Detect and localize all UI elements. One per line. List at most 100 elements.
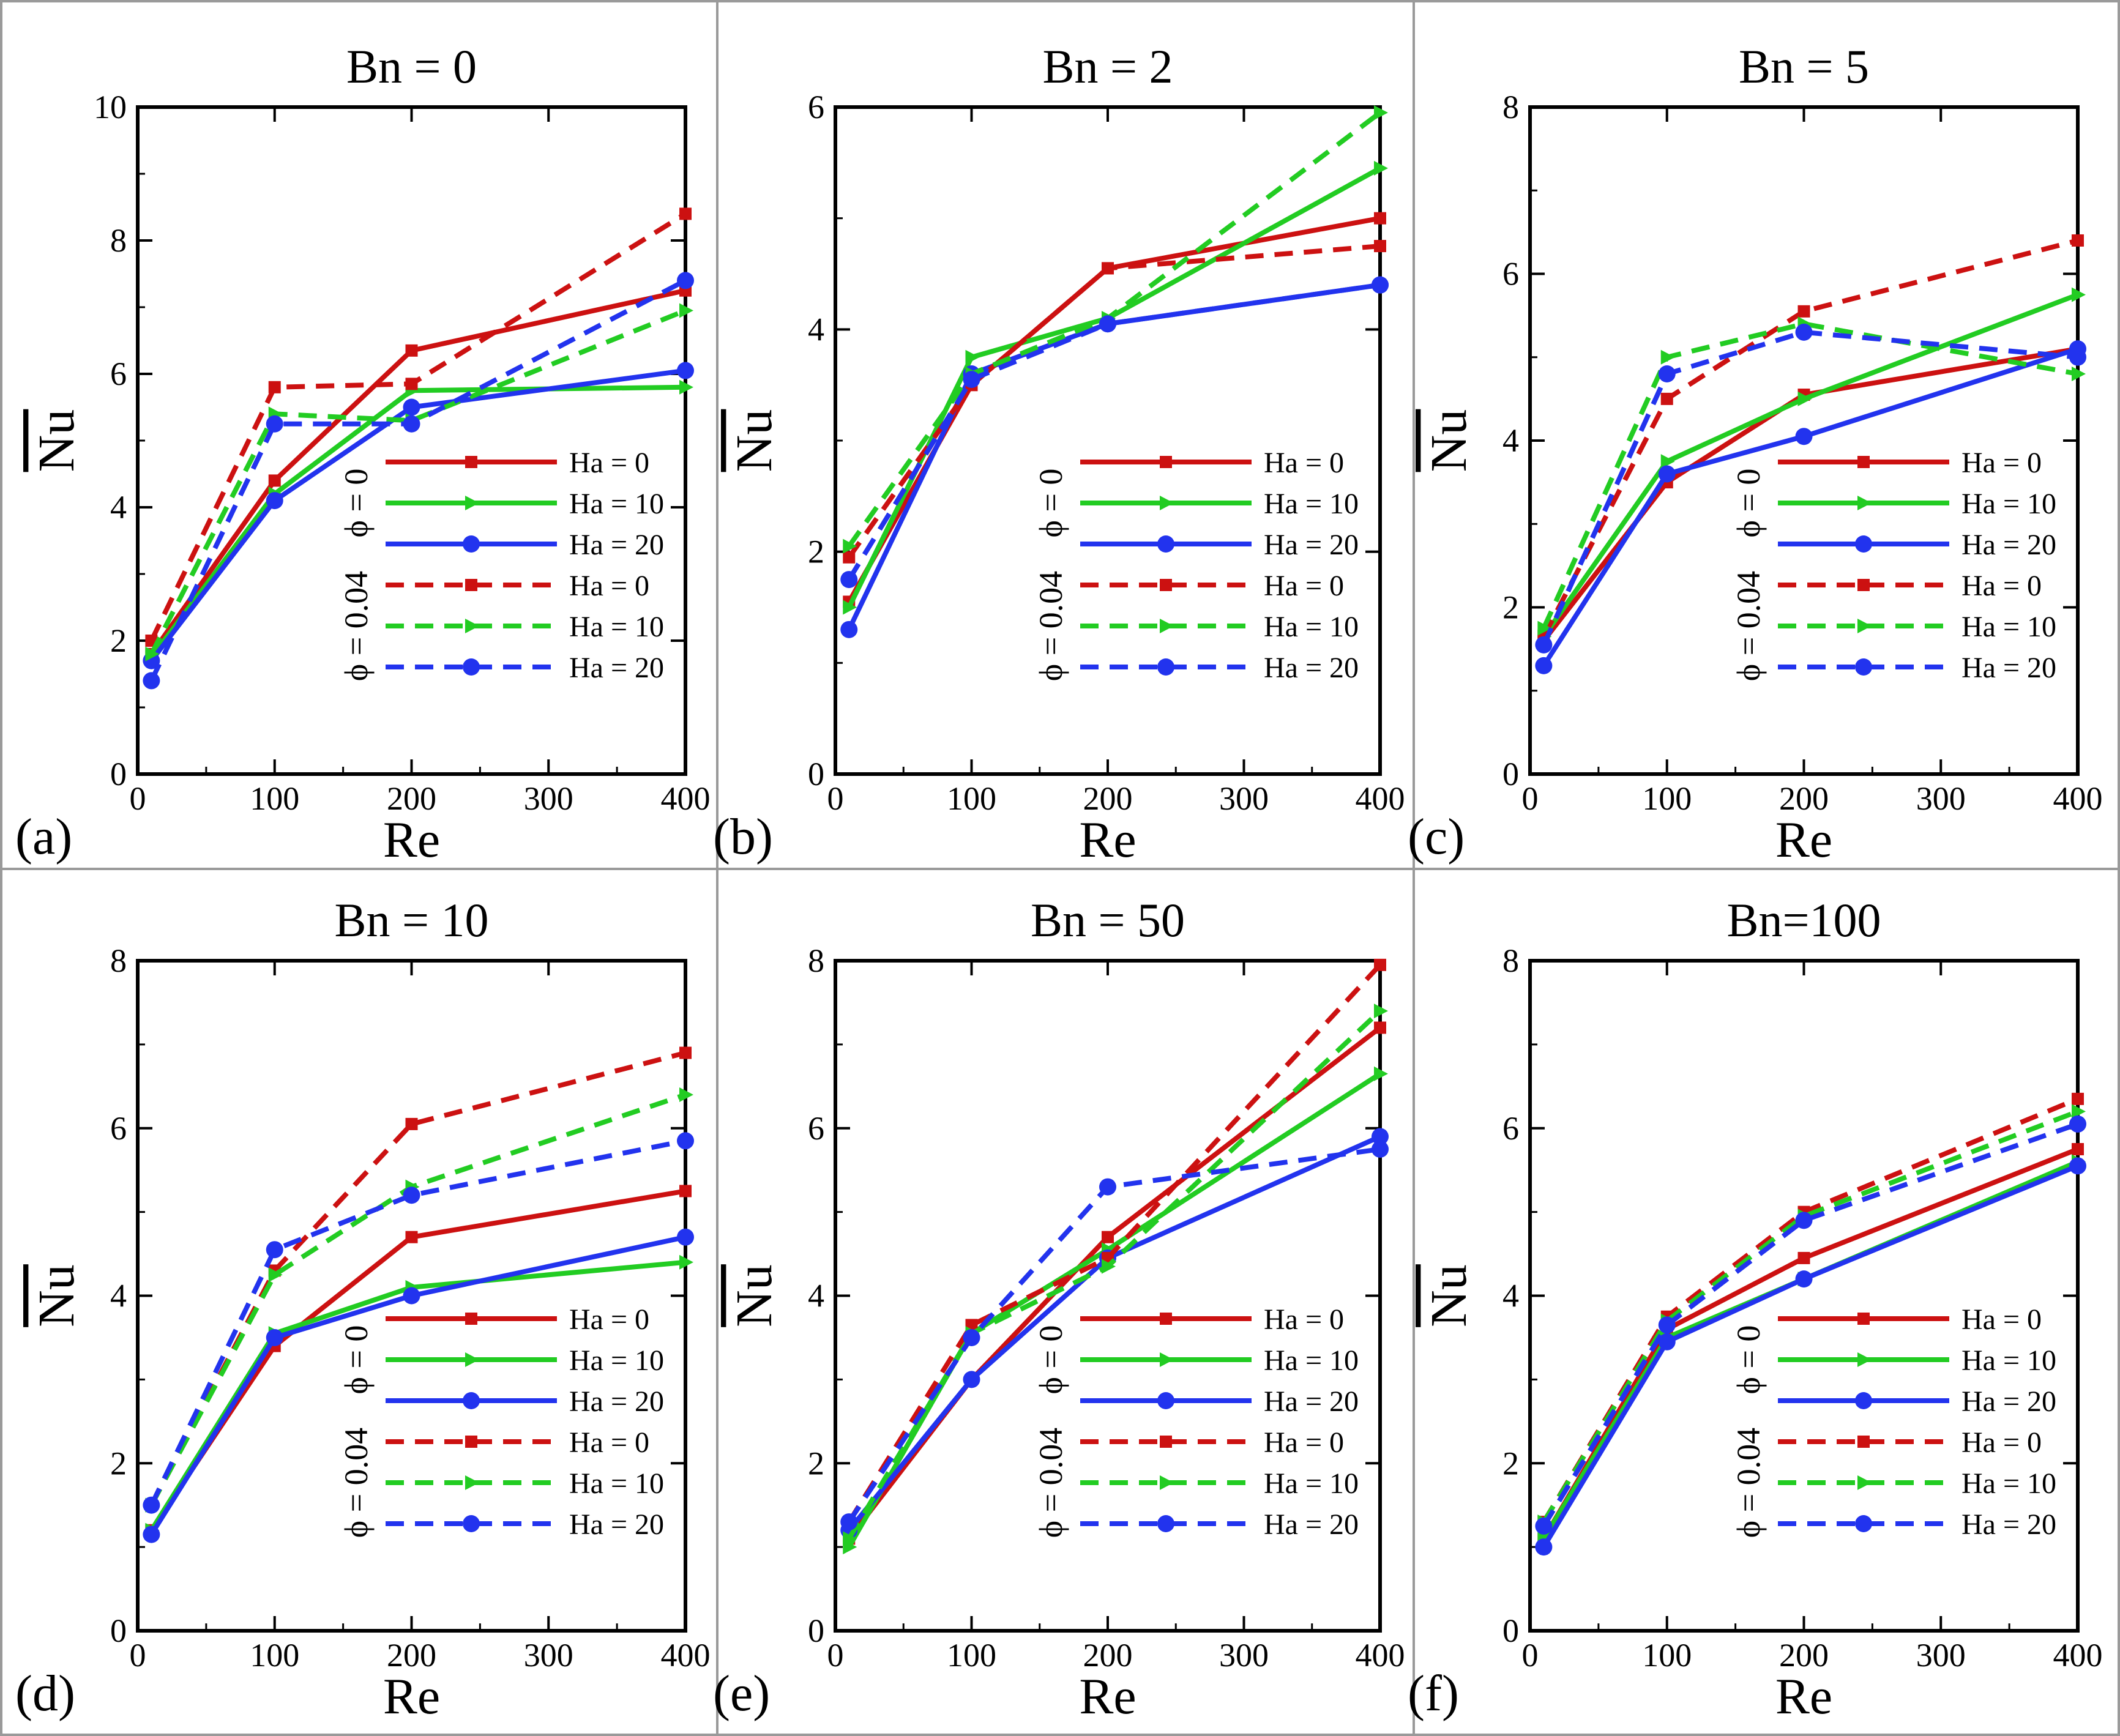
- legend-marker: [463, 535, 480, 553]
- legend-marker: [1857, 579, 1870, 591]
- y-tick-label: 0: [110, 1612, 127, 1649]
- series-line: [1541, 321, 2078, 630]
- data-point: [1099, 1178, 1116, 1196]
- x-tick-label: 200: [1083, 1637, 1133, 1674]
- y-tick-label: 2: [110, 622, 127, 659]
- legend-label: Ha = 10: [1961, 1344, 2056, 1377]
- legend-label: Ha = 10: [1961, 1467, 2056, 1500]
- legend-marker: [465, 496, 479, 510]
- legend-label: Ha = 0: [569, 570, 649, 602]
- series-line: [1541, 329, 2078, 646]
- data-point: [1658, 465, 1676, 483]
- legend-marker: [1157, 535, 1174, 553]
- x-tick-label: 0: [827, 1637, 844, 1674]
- legend: Ha = 0 Ha = 10 Ha = 20 Ha = 0 Ha = 10 Ha = 20…: [338, 1303, 664, 1541]
- chart-title: Bn = 2: [1042, 40, 1173, 93]
- legend-group-label: ϕ = 0: [1730, 469, 1767, 538]
- data-point: [143, 1496, 160, 1514]
- series-5: [840, 1140, 1389, 1531]
- data-point: [1372, 276, 1389, 294]
- x-tick-label: 400: [661, 1637, 711, 1674]
- data-point: [145, 646, 160, 661]
- data-point: [965, 349, 980, 365]
- y-tick-label: 2: [110, 1445, 127, 1481]
- y-tick-label: 10: [94, 89, 127, 125]
- y-tick-label: 8: [1502, 89, 1519, 125]
- legend-label: Ha = 0: [1264, 447, 1344, 479]
- data-point: [268, 474, 281, 487]
- x-tick-label: 100: [947, 780, 996, 817]
- data-point: [403, 1287, 420, 1305]
- legend-marker: [1857, 1352, 1872, 1367]
- series-line: [1542, 292, 2079, 638]
- chart-title: Bn = 50: [1031, 893, 1185, 947]
- legend-marker: [1855, 1392, 1872, 1409]
- x-tick-label: 200: [1779, 780, 1829, 817]
- data-point: [1537, 620, 1552, 636]
- legend-label: Ha = 10: [1264, 1344, 1359, 1377]
- legend-marker: [463, 1515, 480, 1532]
- legend-label: Ha = 20: [1264, 652, 1359, 684]
- y-tick-label: 6: [110, 1110, 127, 1147]
- legend-label: Ha = 20: [569, 652, 664, 684]
- legend-group-label: ϕ = 0.04: [1730, 571, 1767, 681]
- data-point: [1660, 392, 1673, 405]
- data-point: [1372, 1128, 1389, 1146]
- data-point: [963, 1371, 980, 1388]
- data-point: [1795, 1270, 1813, 1288]
- legend-marker: [1157, 658, 1174, 676]
- data-point: [1102, 1259, 1116, 1274]
- data-point: [266, 415, 283, 433]
- legend-marker: [1160, 1475, 1174, 1490]
- series-line: [1541, 238, 2079, 638]
- legend-label: Ha = 20: [569, 529, 664, 561]
- panel-label: (c): [1408, 808, 1465, 865]
- x-tick-label: 300: [1219, 1637, 1269, 1674]
- legend-marker: [465, 619, 479, 633]
- data-point: [266, 492, 283, 510]
- series-line: [846, 282, 1381, 581]
- series-3: [145, 207, 692, 647]
- series-4: [145, 303, 693, 661]
- y-tick-label: 8: [110, 222, 127, 259]
- data-point: [679, 1254, 693, 1270]
- y-tick-label: 6: [808, 89, 824, 125]
- data-point: [843, 538, 857, 554]
- series-2: [143, 362, 694, 669]
- data-point: [677, 362, 694, 379]
- legend-label: Ha = 10: [1264, 1467, 1359, 1500]
- y-tick-label: 6: [808, 1110, 824, 1147]
- y-tick-label: 0: [110, 756, 127, 792]
- legend-label: Ha = 0: [1961, 570, 2042, 602]
- legend-label: Ha = 0: [1264, 1426, 1344, 1459]
- chart-title: Bn = 10: [334, 893, 488, 947]
- data-point: [1374, 212, 1386, 225]
- legend-marker: [465, 1313, 477, 1325]
- legend-group-label: ϕ = 0.04: [1730, 1428, 1767, 1538]
- series-line: [1541, 1122, 2079, 1527]
- legend-label: Ha = 20: [1264, 1508, 1359, 1541]
- series-5: [1535, 323, 2086, 654]
- legend-label: Ha = 0: [1264, 570, 1344, 602]
- series-line: [149, 308, 687, 655]
- legend-marker: [465, 1352, 479, 1367]
- data-point: [1795, 323, 1813, 341]
- data-point: [677, 1228, 694, 1246]
- series-line: [149, 278, 687, 682]
- data-point: [2072, 1104, 2086, 1119]
- y-tick-label: 8: [808, 942, 824, 979]
- legend-label: Ha = 10: [569, 1467, 664, 1500]
- legend-label: Ha = 20: [569, 1385, 664, 1418]
- data-point: [843, 551, 856, 564]
- data-point: [143, 672, 160, 690]
- legend-marker: [1857, 619, 1872, 633]
- series-line: [847, 1026, 1382, 1540]
- x-tick-label: 400: [2053, 780, 2103, 817]
- legend-label: Ha = 0: [569, 1303, 649, 1336]
- legend-label: Ha = 20: [1961, 529, 2056, 561]
- data-point: [2069, 1115, 2086, 1133]
- legend: Ha = 0 Ha = 10 Ha = 20 Ha = 0 Ha = 10 Ha = 20…: [338, 447, 664, 684]
- data-point: [843, 1531, 857, 1546]
